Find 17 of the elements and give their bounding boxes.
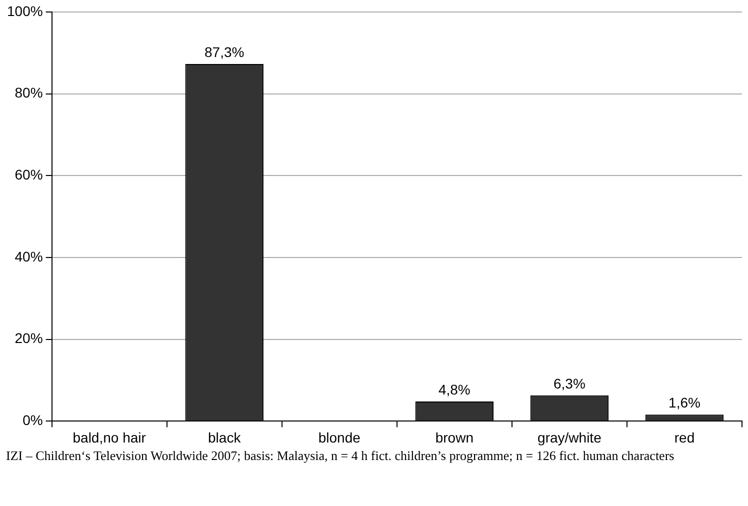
x-tick-label: bald,no hair (72, 429, 146, 446)
x-tick-label: black (208, 429, 242, 446)
y-tick-label: 100% (6, 2, 43, 19)
x-tick-label: gray/white (538, 429, 602, 446)
x-tick-label: brown (435, 429, 474, 446)
y-tick-label: 0% (22, 412, 43, 428)
data-label: 6,3% (553, 375, 586, 392)
y-tick-label: 40% (14, 248, 43, 264)
text: IZI – Children‘s Television Worldwide 2007; basis: Malaysia, n = 4 h fict. children’s programme; n = 126 fict. human characters (6, 448, 676, 464)
data-label: 1,6% (668, 394, 700, 411)
y-tick-label: 60% (14, 166, 43, 183)
data-label: 4,8% (438, 381, 470, 398)
x-tick-label: blonde (318, 429, 361, 446)
x-tick-label: red (674, 429, 695, 446)
y-tick-label: 80% (14, 84, 43, 101)
data-label: 87,3% (204, 44, 244, 60)
y-tick-label: 20% (14, 330, 43, 346)
